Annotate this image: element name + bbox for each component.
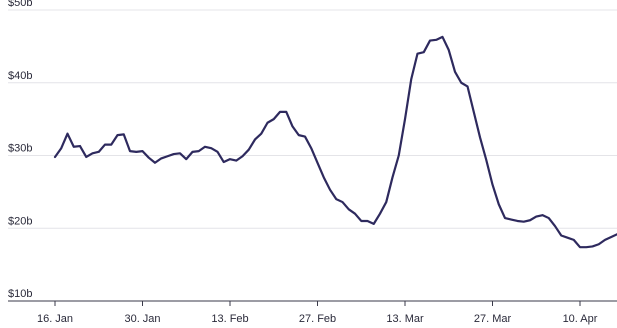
x-tick-label: 10. Apr	[563, 313, 598, 325]
x-axis-tick-labels: 16. Jan 30. Jan 13. Feb 27. Feb 13. Mar 27. M…	[37, 313, 598, 325]
gridlines	[8, 9, 617, 306]
y-tick-label: $20b	[8, 215, 32, 227]
y-tick-label: $30b	[8, 143, 32, 155]
y-axis-tick-labels: $50b $40b $30b $20b $10b	[8, 0, 32, 300]
x-tick-label: 30. Jan	[124, 313, 160, 325]
x-tick-label: 27. Mar	[474, 313, 512, 325]
x-tick-label: 16. Jan	[37, 313, 73, 325]
x-tick-label: 13. Mar	[386, 313, 424, 325]
series-line	[53, 35, 617, 249]
x-tick-label: 27. Feb	[299, 313, 336, 325]
y-tick-label: $50b	[8, 0, 32, 9]
y-tick-label: $40b	[8, 70, 32, 82]
x-tick-label: 13. Feb	[211, 313, 248, 325]
y-tick-label: $10b	[8, 288, 32, 300]
